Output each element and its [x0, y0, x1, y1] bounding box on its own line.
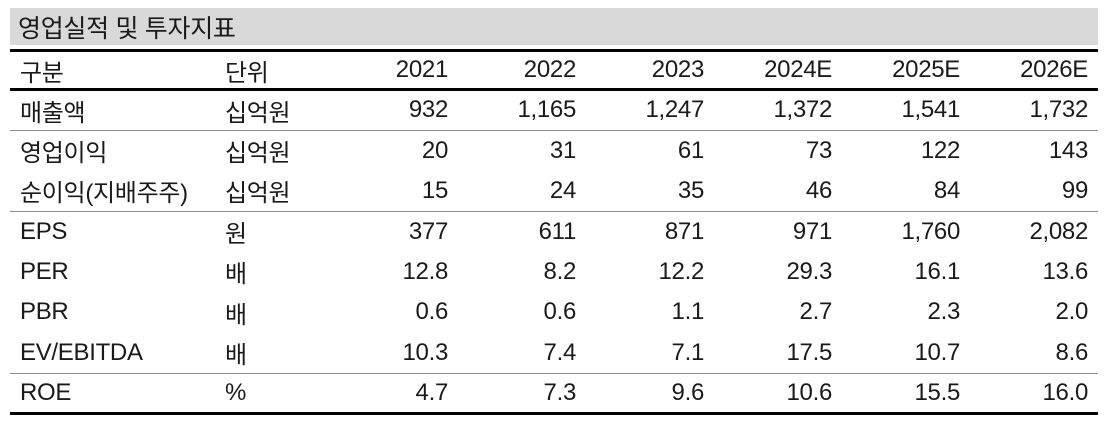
row-label-cell: PBR — [20, 298, 69, 326]
value-cell: 932 — [408, 96, 448, 124]
financial-table-sheet: 영업실적 및 투자지표 구분 단위 2021 2022 2023 2024E 2025E 20… — [10, 8, 1098, 415]
row-unit-cell: % — [225, 378, 247, 406]
value-cell: 15.5 — [914, 378, 960, 406]
value-cell: 1,760 — [901, 217, 960, 245]
value-cell: 1,541 — [901, 96, 960, 124]
value-cell: 13.6 — [1042, 257, 1088, 285]
table-row: PBR 배 0.6 0.6 1.1 2.7 2.3 2.0 — [10, 292, 1098, 333]
value-cell: 12.2 — [658, 257, 704, 285]
value-cell: 1,732 — [1029, 96, 1088, 124]
value-cell: 122 — [920, 136, 960, 164]
value-cell: 9.6 — [671, 378, 705, 406]
row-label-cell: PER — [20, 257, 69, 285]
value-cell: 7.3 — [543, 378, 577, 406]
value-cell: 24 — [549, 176, 576, 204]
table-title: 영업실적 및 투자지표 — [18, 14, 236, 43]
table-row: PER 배 12.8 8.2 12.2 29.3 16.1 13.6 — [10, 252, 1098, 293]
value-cell: 12.8 — [402, 257, 448, 285]
value-cell: 8.6 — [1055, 338, 1089, 366]
row-unit-cell: 십억원 — [225, 99, 291, 127]
value-cell: 10.7 — [914, 338, 960, 366]
table-title-bar: 영업실적 및 투자지표 — [10, 8, 1098, 45]
value-cell: 17.5 — [786, 338, 832, 366]
column-header-category: 구분 — [20, 59, 64, 87]
value-cell: 1,247 — [645, 96, 704, 124]
value-cell: 10.3 — [402, 338, 448, 366]
table-row: ROE% 4.7 7.3 9.6 10.6 15.5 16.0 — [10, 373, 1098, 414]
value-cell: 0.6 — [543, 298, 577, 326]
column-header-2025e: 2025E — [892, 56, 960, 83]
value-cell: 29.3 — [786, 257, 832, 285]
value-cell: 73 — [805, 136, 832, 164]
column-header-2024e: 2024E — [764, 56, 832, 83]
value-cell: 31 — [549, 136, 576, 164]
value-cell: 2.0 — [1055, 298, 1089, 326]
column-header-2023: 2023 — [651, 56, 705, 83]
row-unit-cell: 십억원 — [225, 180, 291, 207]
table-row: EPS 원 377 611 871 971 1,760 2,082 — [10, 211, 1098, 252]
value-cell: 1.1 — [671, 298, 705, 326]
value-cell: 971 — [792, 217, 832, 245]
row-label-cell: 순이익(지배주주) — [20, 180, 188, 207]
row-unit-cell: 원 — [225, 221, 247, 248]
header-row: 구분 단위 2021 2022 2023 2024E 2025E 2026E — [10, 50, 1098, 90]
value-cell: 0.6 — [415, 298, 449, 326]
value-cell: 1,372 — [773, 96, 832, 124]
row-label-cell: EPS — [20, 217, 68, 245]
value-cell: 99 — [1061, 176, 1088, 204]
row-label-cell: 영업이익 — [20, 140, 108, 167]
row-unit-cell: 배 — [225, 342, 247, 369]
value-cell: 8.2 — [543, 257, 577, 285]
value-cell: 15 — [421, 176, 448, 204]
column-header-2026e: 2026E — [1020, 56, 1088, 83]
value-cell: 2.3 — [927, 298, 961, 326]
value-cell: 61 — [677, 136, 704, 164]
row-label-cell: EV/EBITDA — [20, 338, 143, 366]
row-label-cell: 매출액 — [20, 99, 86, 127]
column-header-unit: 단위 — [225, 59, 269, 87]
table-row: EV/EBITDA 배 10.3 7.4 7.1 17.5 10.7 8.6 — [10, 333, 1098, 373]
value-cell: 2.7 — [799, 298, 833, 326]
value-cell: 377 — [408, 217, 448, 245]
value-cell: 20 — [421, 136, 448, 164]
value-cell: 10.6 — [786, 378, 832, 406]
row-label-cell: ROE — [20, 378, 72, 406]
column-header-2021: 2021 — [395, 56, 449, 83]
row-unit-cell: 배 — [225, 301, 247, 329]
value-cell: 7.4 — [543, 338, 577, 366]
value-cell: 2,082 — [1029, 217, 1088, 245]
table-row: 영업이익 십억원 20 31 61 73 122 143 — [10, 130, 1098, 171]
row-unit-cell: 배 — [225, 261, 247, 289]
value-cell: 4.7 — [415, 378, 449, 406]
row-unit-cell: 십억원 — [225, 140, 291, 167]
value-cell: 143 — [1048, 136, 1088, 164]
table-body: 매출액 십억원 932 1,165 1,247 1,372 1,541 1,732 영업이익 십억… — [10, 90, 1098, 414]
financial-metrics-table: 구분 단위 2021 2022 2023 2024E 2025E 2026E 매출액 십억원 93… — [10, 49, 1098, 415]
table-row: 순이익(지배주주) 십억원 15 24 35 46 84 99 — [10, 171, 1098, 211]
value-cell: 611 — [538, 217, 577, 245]
value-cell: 84 — [933, 176, 960, 204]
column-header-2022: 2022 — [523, 56, 577, 83]
value-cell: 16.0 — [1042, 378, 1088, 406]
value-cell: 871 — [664, 217, 704, 245]
value-cell: 35 — [677, 176, 704, 204]
value-cell: 16.1 — [914, 257, 960, 285]
value-cell: 1,165 — [517, 96, 576, 124]
table-row: 매출액 십억원 932 1,165 1,247 1,372 1,541 1,732 — [10, 90, 1098, 130]
value-cell: 7.1 — [671, 338, 705, 366]
value-cell: 46 — [805, 176, 832, 204]
